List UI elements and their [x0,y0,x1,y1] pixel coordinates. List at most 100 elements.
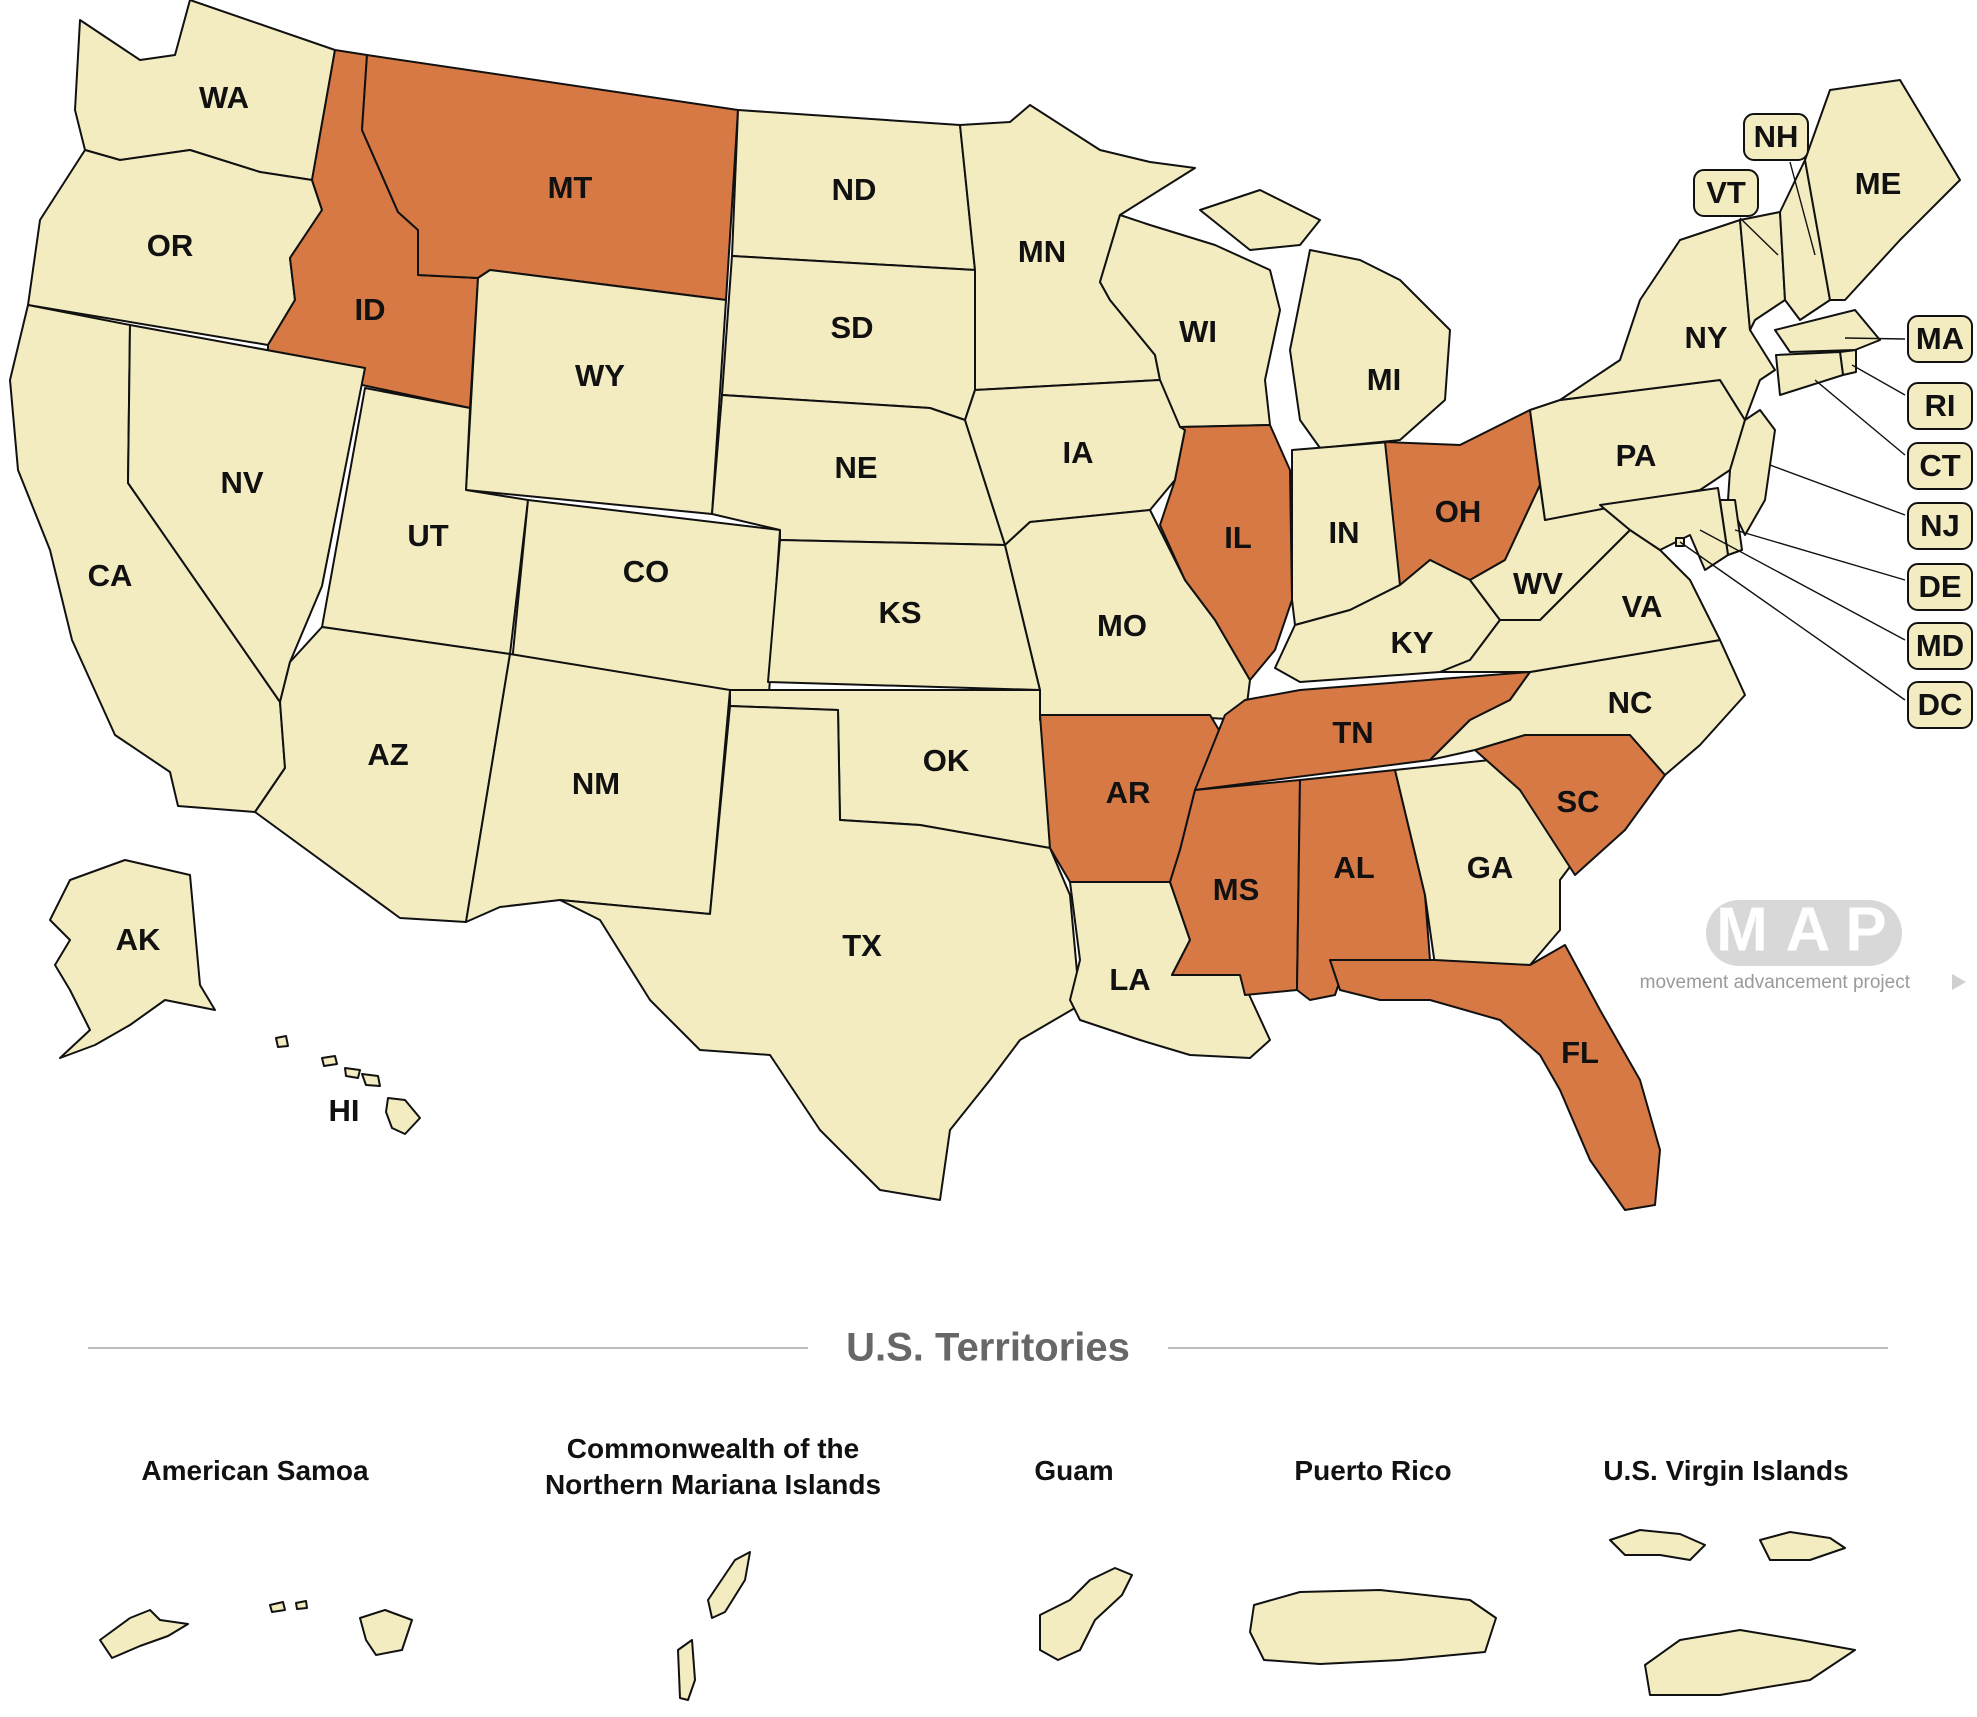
state-label-nh: NH [1754,119,1799,154]
state-nh[interactable] [1779,159,1831,321]
state-label-az: AZ [367,737,408,772]
northeast-callout-leaders [1679,161,1906,701]
state-label-ct: CT [1919,448,1960,483]
callout-box-ma[interactable] [1907,315,1973,363]
logo-letter-p: P [1845,895,1886,964]
logo-tagline: movement advancement project [1640,972,1911,993]
state-mt[interactable] [361,54,739,301]
state-label-co: CO [623,554,670,589]
territory-name-0-line-0: American Samoa [141,1455,369,1486]
leader-line-de [1734,529,1906,581]
state-shapes [9,0,1961,1211]
state-label-ok: OK [923,743,970,778]
state-label-wv: WV [1513,566,1563,601]
state-label-ky: KY [1390,625,1433,660]
state-label-ks: KS [878,595,921,630]
state-label-or: OR [147,228,194,263]
state-label-nj: NJ [1920,508,1960,543]
state-me[interactable] [1804,79,1961,301]
state-label-de: DE [1918,569,1961,604]
state-label-tx: TX [842,928,882,963]
logo-letter-m: M [1716,895,1768,964]
logo-arrow-icon [1952,974,1966,990]
territory-puerto-rico[interactable] [1249,1589,1497,1665]
state-label-ny: NY [1684,320,1727,355]
state-mi[interactable] [1199,189,1451,449]
state-label-mt: MT [548,170,593,205]
state-label-nc: NC [1608,685,1653,720]
state-label-ca: CA [88,558,133,593]
state-label-mo: MO [1097,608,1147,643]
logo-letter-a: A [1786,895,1831,964]
leader-line-dc [1679,541,1906,701]
territory-us-virgin-islands[interactable] [1609,1529,1856,1696]
leader-line-nh [1789,161,1816,256]
territory-name-4-line-0: U.S. Virgin Islands [1603,1455,1848,1486]
state-label-ia: IA [1063,435,1094,470]
leader-line-ri [1851,364,1906,396]
territories-section: U.S. Territories American Samoa Commonwea… [88,1326,1888,1701]
state-label-oh: OH [1435,494,1482,529]
state-label-ak: AK [116,922,161,957]
territory-american-samoa[interactable] [99,1600,413,1659]
state-label-in: IN [1329,515,1360,550]
state-label-id: ID [355,292,386,327]
callout-box-vt[interactable] [1693,169,1759,217]
leader-line-md [1699,529,1906,641]
state-md[interactable] [1599,487,1729,571]
state-label-nv: NV [220,465,263,500]
leader-line-ma [1844,337,1906,340]
state-il[interactable] [1159,424,1293,681]
territories-title: U.S. Territories [846,1326,1130,1370]
state-label-pa: PA [1616,438,1657,473]
state-label-nm: NM [572,766,620,801]
callout-box-ri[interactable] [1907,382,1973,430]
state-ct[interactable] [1775,351,1844,396]
state-label-la: LA [1109,962,1150,997]
callout-box-md[interactable] [1907,622,1973,670]
state-ma[interactable] [1774,309,1881,353]
territory-shapes [99,1529,1856,1701]
state-label-wa: WA [199,80,249,115]
state-wy[interactable] [465,269,727,515]
state-label-fl: FL [1561,1035,1599,1070]
territory-guam[interactable] [1039,1567,1133,1661]
state-label-hi: HI [329,1093,360,1128]
leader-line-vt [1739,217,1779,256]
state-label-vt: VT [1706,175,1746,210]
callout-box-dc[interactable] [1907,681,1973,729]
state-label-ma: MA [1916,321,1964,356]
callout-box-nj[interactable] [1907,502,1973,550]
state-nc[interactable] [1429,639,1746,776]
state-az[interactable] [254,626,511,923]
callout-box-nh[interactable] [1743,113,1809,161]
state-label-va: VA [1622,589,1663,624]
territory-northern-mariana-islands[interactable] [677,1551,751,1701]
state-labels: WAORCAIDNVMTWYUTAZCONMNDSDNEKSOKTXMNIAMO… [88,80,1973,1128]
state-vt[interactable] [1739,211,1786,331]
state-label-sc: SC [1556,784,1599,819]
state-hi[interactable] [275,1035,421,1135]
territory-name-2-line-0: Guam [1034,1455,1113,1486]
leader-line-ct [1814,379,1906,456]
map-logo: M A P movement advancement project [1640,895,1966,993]
territory-names: American Samoa Commonwealth of the Norther… [141,1433,1848,1500]
state-label-me: ME [1855,166,1902,201]
callout-box-ct[interactable] [1907,442,1973,490]
state-ak[interactable] [49,859,216,1059]
state-label-wy: WY [575,358,625,393]
state-label-ut: UT [407,518,448,553]
state-label-dc: DC [1918,687,1963,722]
state-label-il: IL [1224,520,1252,555]
state-fl[interactable] [1329,944,1661,1211]
territory-name-1-line-0: Commonwealth of the [567,1433,859,1464]
state-label-ri: RI [1925,388,1956,423]
leader-line-nj [1769,464,1906,516]
state-label-ar: AR [1106,775,1151,810]
state-tx[interactable] [559,705,1081,1201]
state-label-al: AL [1333,850,1374,885]
callout-box-de[interactable] [1907,563,1973,611]
state-label-ms: MS [1213,872,1260,907]
state-label-wi: WI [1179,314,1217,349]
logo-badge [1706,900,1902,966]
